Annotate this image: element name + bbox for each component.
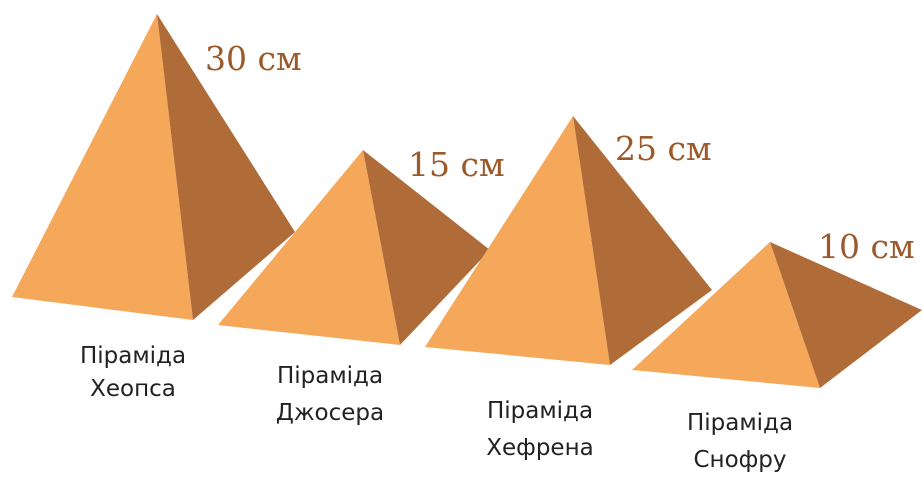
pyramid-face: [363, 150, 490, 345]
pyramid-name: Джосера: [276, 400, 384, 426]
pyramid-face: [218, 150, 400, 345]
pyramid: [12, 14, 295, 320]
pyramid-name: Снофру: [693, 447, 786, 473]
height-label: 10 см: [818, 227, 915, 266]
pyramid-face: [573, 116, 712, 365]
pyramid-face: [425, 116, 610, 365]
pyramid-face: [12, 14, 193, 320]
pyramid-name: Хефрена: [486, 435, 593, 461]
pyramid: [218, 150, 490, 345]
pyramid-name: Піраміда: [80, 343, 186, 369]
height-label: 30 см: [205, 39, 302, 78]
height-label: 15 см: [408, 145, 505, 184]
pyramid-face: [632, 242, 820, 388]
pyramid: [632, 242, 922, 388]
pyramid-name: Піраміда: [687, 410, 793, 436]
height-label: 25 см: [615, 129, 712, 168]
pyramid-name: Піраміда: [487, 398, 593, 424]
pyramid-name: Хеопса: [90, 376, 176, 402]
pyramid: [425, 116, 712, 365]
pyramid-face: [770, 242, 922, 388]
pyramid-name: Піраміда: [277, 363, 383, 389]
pyramid-face: [157, 14, 295, 320]
